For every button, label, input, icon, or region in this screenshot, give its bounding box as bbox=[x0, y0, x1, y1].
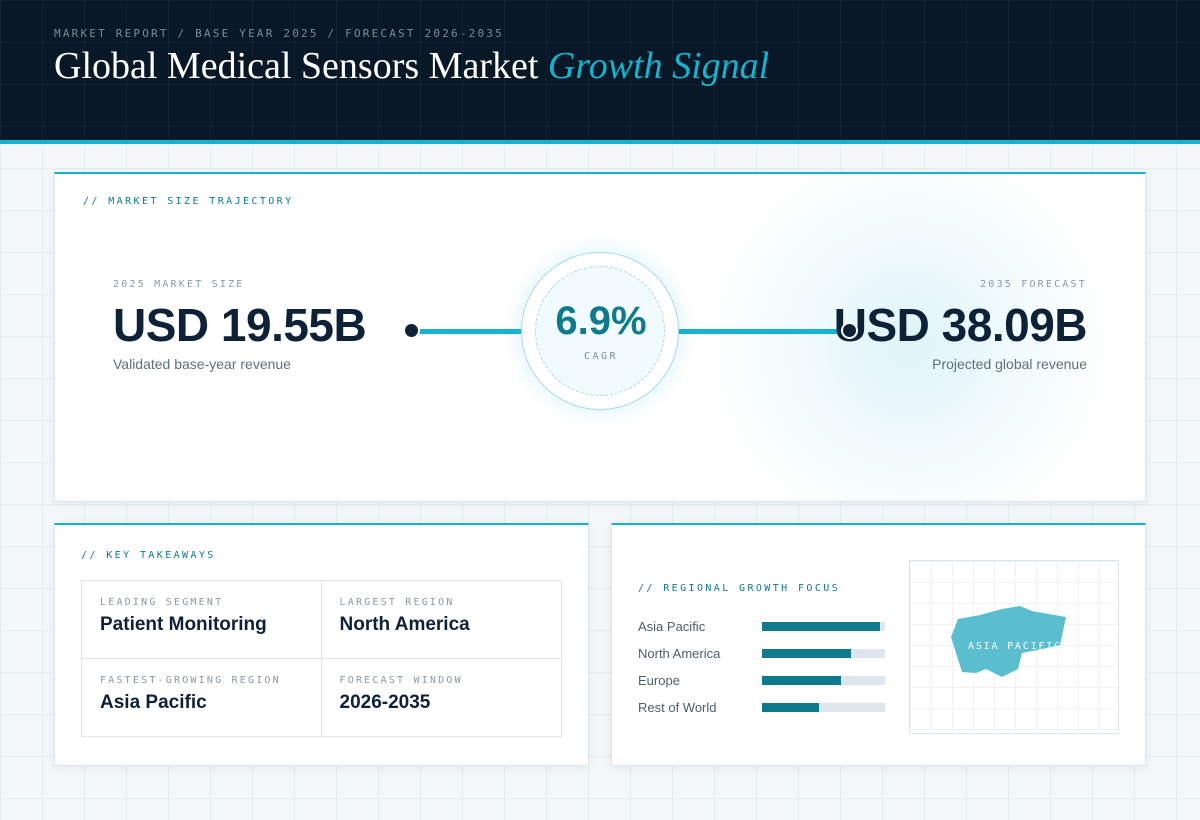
report-kicker: MARKET REPORT / BASE YEAR 2025 / FORECAS… bbox=[54, 27, 504, 40]
title-accent: Growth Signal bbox=[547, 45, 770, 87]
region-name: Europe bbox=[638, 673, 680, 688]
takeaway-label: LEADING SEGMENT bbox=[100, 597, 224, 608]
region-row: Rest of World bbox=[638, 694, 886, 721]
takeaway-cell: LARGEST REGION North America bbox=[321, 581, 561, 659]
takeaway-label: LARGEST REGION bbox=[339, 597, 455, 608]
base-year-stat: 2025 MARKET SIZE USD 19.55B Validated ba… bbox=[113, 279, 367, 372]
takeaway-label: FASTEST-GROWING REGION bbox=[100, 674, 281, 686]
takeaway-cell: FASTEST-GROWING REGION Asia Pacific bbox=[82, 658, 322, 736]
takeaways-section-label: // KEY TAKEAWAYS bbox=[81, 550, 216, 561]
region-row: Europe bbox=[638, 667, 886, 694]
takeaway-value: 2026-2035 bbox=[339, 691, 431, 713]
forecast-caption: Projected global revenue bbox=[932, 356, 1087, 372]
forecast-label: 2035 FORECAST bbox=[980, 279, 1087, 290]
region-bar-track bbox=[762, 649, 885, 658]
forecast-stat: 2035 FORECAST USD 38.09B Projected globa… bbox=[833, 279, 1088, 372]
cagr-value: 6.9% bbox=[555, 299, 647, 343]
asia-pacific-map-shape bbox=[951, 606, 1066, 677]
base-year-caption: Validated base-year revenue bbox=[113, 356, 291, 372]
regional-bar-list: Asia Pacific North America Europe Rest o… bbox=[638, 613, 886, 721]
cagr-inner-circle: 6.9% CAGR bbox=[535, 266, 665, 396]
key-takeaways-card: // KEY TAKEAWAYS LEADING SEGMENT Patient… bbox=[54, 523, 589, 766]
takeaway-cell: FORECAST WINDOW 2026-2035 bbox=[322, 659, 562, 737]
region-bar-track bbox=[762, 676, 885, 685]
region-bar-fill bbox=[762, 649, 851, 658]
takeaway-value: Patient Monitoring bbox=[100, 614, 267, 635]
takeaway-value: North America bbox=[339, 614, 470, 635]
regional-section-label: // REGIONAL GROWTH FOCUS bbox=[638, 583, 841, 594]
takeaway-cell: LEADING SEGMENT Patient Monitoring bbox=[82, 581, 322, 659]
map-region-label: ASIA PACIFIC bbox=[968, 641, 1062, 652]
cagr-badge: 6.9% CAGR bbox=[521, 252, 679, 410]
takeaways-grid: LEADING SEGMENT Patient Monitoring LARGE… bbox=[81, 580, 562, 737]
market-trajectory-card: // MARKET SIZE TRAJECTORY 2025 MARKET SI… bbox=[54, 172, 1146, 502]
region-bar-fill bbox=[762, 703, 819, 712]
region-name: Asia Pacific bbox=[638, 619, 706, 634]
region-row: North America bbox=[638, 640, 886, 667]
trajectory-line-right bbox=[661, 329, 847, 334]
cagr-label: CAGR bbox=[583, 351, 619, 362]
page-title: Global Medical Sensors Market Growth Sig… bbox=[54, 44, 769, 88]
end-dot-marker bbox=[841, 322, 858, 339]
region-name: North America bbox=[638, 646, 721, 661]
forecast-value: USD 38.09B bbox=[833, 299, 1088, 351]
takeaway-value: Asia Pacific bbox=[100, 691, 207, 713]
takeaway-label: FORECAST WINDOW bbox=[339, 674, 463, 686]
base-year-value: USD 19.55B bbox=[113, 299, 367, 351]
region-bar-fill bbox=[762, 622, 881, 631]
regional-growth-card: // REGIONAL GROWTH FOCUS Asia Pacific No… bbox=[611, 523, 1146, 766]
region-bar-track bbox=[762, 622, 885, 631]
trajectory-line-left bbox=[419, 329, 539, 334]
background-glow bbox=[695, 174, 1125, 501]
trajectory-section-label: // MARKET SIZE TRAJECTORY bbox=[83, 196, 294, 207]
region-row: Asia Pacific bbox=[638, 613, 886, 640]
report-header: MARKET REPORT / BASE YEAR 2025 / FORECAS… bbox=[0, 0, 1200, 144]
region-bar-fill bbox=[762, 676, 841, 685]
region-name: Rest of World bbox=[638, 700, 717, 715]
region-bar-track bbox=[762, 703, 885, 712]
title-main: Global Medical Sensors Market bbox=[54, 45, 548, 87]
base-year-label: 2025 MARKET SIZE bbox=[113, 279, 245, 290]
start-dot-marker bbox=[403, 322, 420, 339]
region-map: ASIA PACIFIC bbox=[909, 560, 1119, 734]
